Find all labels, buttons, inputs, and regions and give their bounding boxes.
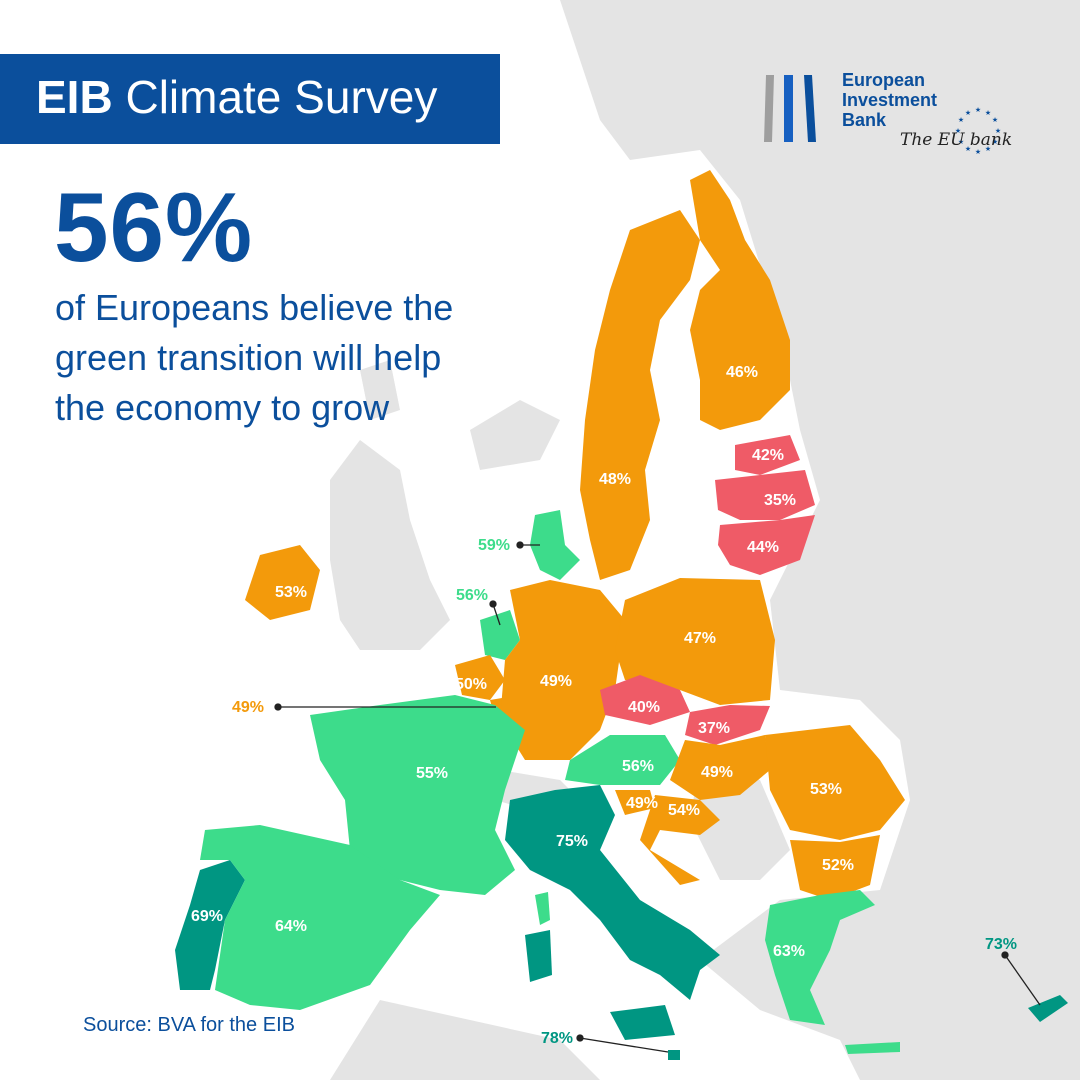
label-italy: 75% (556, 833, 588, 850)
label-sweden: 48% (599, 471, 631, 488)
slovenia-shape (615, 790, 655, 815)
greece-shape (765, 890, 875, 1025)
svg-text:★: ★ (965, 109, 971, 117)
eib-logo: European Investment Bank ★ ★ ★ ★ ★ ★ ★ ★ ★ ★ ★ ★… (760, 64, 1020, 174)
page-title: EIB Climate Survey (36, 70, 437, 124)
label-austria: 56% (622, 758, 654, 775)
svg-text:★: ★ (992, 138, 998, 146)
label-finland: 46% (726, 364, 758, 381)
cyprus-shape (1028, 995, 1068, 1022)
svg-text:★: ★ (975, 106, 981, 114)
crete-shape (845, 1042, 900, 1054)
svg-text:★: ★ (958, 116, 964, 124)
corsica-shape (535, 892, 550, 925)
netherlands-shape (480, 610, 520, 660)
label-romania: 53% (810, 781, 842, 798)
label-croatia: 54% (668, 802, 700, 819)
logo-line-2: Investment (842, 90, 938, 110)
svg-text:★: ★ (992, 116, 998, 124)
label-cyprus: 73% (985, 936, 1017, 953)
latvia-shape (715, 470, 815, 520)
denmark-shape (530, 510, 580, 580)
croatia-shape (640, 795, 720, 885)
portugal-shape (175, 860, 245, 990)
title-bold: EIB (36, 71, 113, 123)
label-czechia: 40% (628, 699, 660, 716)
source-note: Source: BVA for the EIB (83, 1014, 295, 1036)
logo-line-3: Bank (842, 110, 887, 130)
belgium-shape (455, 655, 505, 700)
value-labels: 48% 46% 42% 35% 44% 59% 53% 56% 50% 49% … (191, 364, 1017, 1047)
label-spain: 64% (275, 918, 307, 935)
label-slovakia: 37% (698, 720, 730, 737)
italy-shape (505, 785, 720, 1000)
headline-text: of Europeans believe the green transitio… (55, 287, 454, 428)
label-netherlands: 56% (456, 587, 488, 604)
label-estonia: 42% (752, 447, 784, 464)
label-denmark: 59% (478, 537, 510, 554)
label-portugal: 69% (191, 908, 223, 925)
ireland-shape (245, 545, 320, 620)
svg-text:★: ★ (965, 145, 971, 153)
label-bulgaria: 52% (822, 857, 854, 874)
eu-stars-icon: ★ ★★ ★★★ ★★★ ★★★ (955, 106, 1001, 156)
logo-name: European Investment Bank (842, 70, 937, 130)
sweden-shape (580, 210, 700, 580)
spain-shape (200, 825, 440, 1010)
headline-stat: 56% (54, 172, 254, 282)
label-malta: 78% (541, 1030, 573, 1047)
sicily-shape (610, 1005, 675, 1040)
svg-text:★: ★ (985, 145, 991, 153)
poland-shape (615, 578, 775, 705)
label-france: 55% (416, 765, 448, 782)
label-slovenia: 49% (626, 795, 658, 812)
austria-shape (565, 735, 680, 785)
label-luxembourg: 49% (232, 699, 264, 716)
lithuania-shape (718, 515, 815, 575)
estonia-shape (735, 435, 800, 475)
sardinia-shape (525, 930, 552, 982)
logo-tagline: The EU bank (900, 130, 1013, 150)
germany-shape (500, 580, 625, 760)
svg-text:★: ★ (985, 109, 991, 117)
finland-shape (690, 170, 790, 430)
label-ireland: 53% (275, 584, 307, 601)
label-latvia: 35% (764, 492, 796, 509)
czechia-shape (600, 675, 690, 725)
title-rest: Climate Survey (125, 71, 438, 123)
france-shape (310, 695, 525, 895)
bulgaria-shape (790, 835, 880, 900)
label-greece: 63% (773, 943, 805, 960)
romania-shape (765, 725, 905, 840)
slovakia-shape (685, 705, 770, 745)
svg-text:★: ★ (958, 138, 964, 146)
hungary-shape (670, 735, 770, 800)
svg-text:★: ★ (975, 148, 981, 156)
label-germany: 49% (540, 673, 572, 690)
label-belgium: 50% (455, 676, 487, 693)
label-poland: 47% (684, 630, 716, 647)
eib-logo-mark (764, 75, 816, 142)
svg-text:★: ★ (955, 127, 961, 135)
svg-text:★: ★ (995, 127, 1001, 135)
logo-line-1: European (842, 70, 926, 90)
title-banner: EIB Climate Survey (0, 54, 500, 144)
leader-lines (274, 541, 1041, 1053)
malta-shape (668, 1050, 680, 1060)
non-eu-land (330, 0, 1080, 1080)
label-hungary: 49% (701, 764, 733, 781)
eu-countries (175, 170, 1068, 1060)
label-lithuania: 44% (747, 539, 779, 556)
